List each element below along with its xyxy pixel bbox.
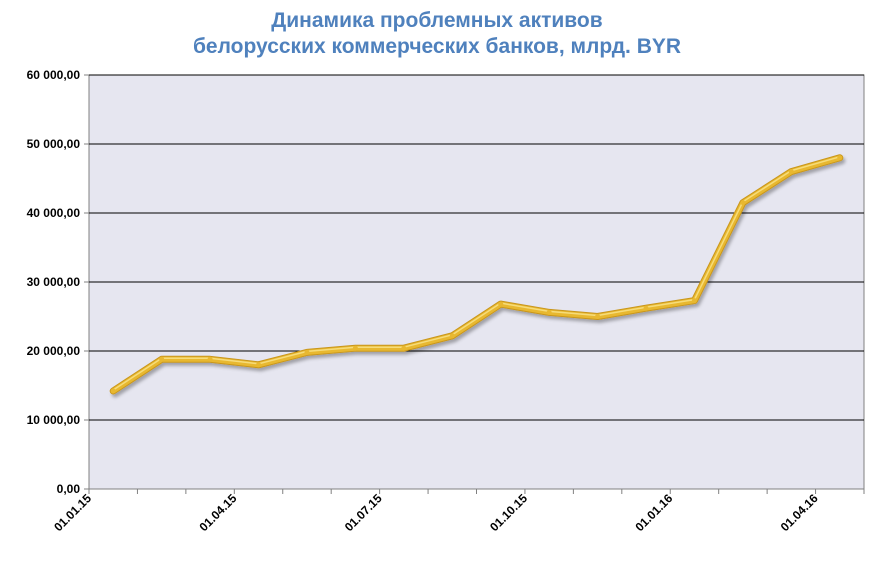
series-line-highlight bbox=[112, 156, 841, 391]
data-point bbox=[449, 333, 455, 339]
data-point bbox=[691, 298, 697, 304]
data-point bbox=[352, 345, 358, 351]
y-tick-label: 30 000,00 bbox=[27, 275, 81, 289]
data-point bbox=[256, 362, 262, 368]
data-point bbox=[643, 305, 649, 311]
x-tick-label: 01.07.15 bbox=[342, 491, 385, 534]
x-tick-label: 01.01.15 bbox=[51, 491, 94, 534]
data-point bbox=[837, 155, 843, 161]
data-point bbox=[595, 314, 601, 319]
data-point bbox=[401, 345, 407, 351]
x-tick-label: 01.04.15 bbox=[196, 491, 239, 534]
x-tick-label: 01.04.16 bbox=[778, 491, 821, 534]
chart-title-line-1: Динамика проблемных активов bbox=[271, 9, 603, 32]
data-point bbox=[546, 309, 552, 315]
data-point bbox=[498, 301, 504, 307]
data-point bbox=[110, 388, 116, 394]
data-point bbox=[304, 349, 310, 355]
data-point bbox=[788, 169, 794, 175]
x-tick-label: 01.01.16 bbox=[632, 491, 675, 534]
y-tick-label: 10 000,00 bbox=[27, 413, 81, 427]
y-tick-label: 60 000,00 bbox=[27, 68, 81, 82]
chart-title-line-2: белорусских коммерческих банков, млрд. B… bbox=[192, 35, 682, 58]
x-tick-label: 01.10.15 bbox=[487, 491, 530, 534]
y-tick-label: 20 000,00 bbox=[27, 344, 81, 358]
data-point bbox=[207, 356, 213, 362]
y-tick-label: 50 000,00 bbox=[27, 137, 81, 151]
chart-title: Динамика проблемных активов белорусских … bbox=[0, 8, 874, 60]
y-tick-label: 0,00 bbox=[57, 482, 81, 496]
y-tick-label: 40 000,00 bbox=[27, 206, 81, 220]
data-point bbox=[740, 200, 746, 206]
data-point bbox=[159, 356, 165, 362]
